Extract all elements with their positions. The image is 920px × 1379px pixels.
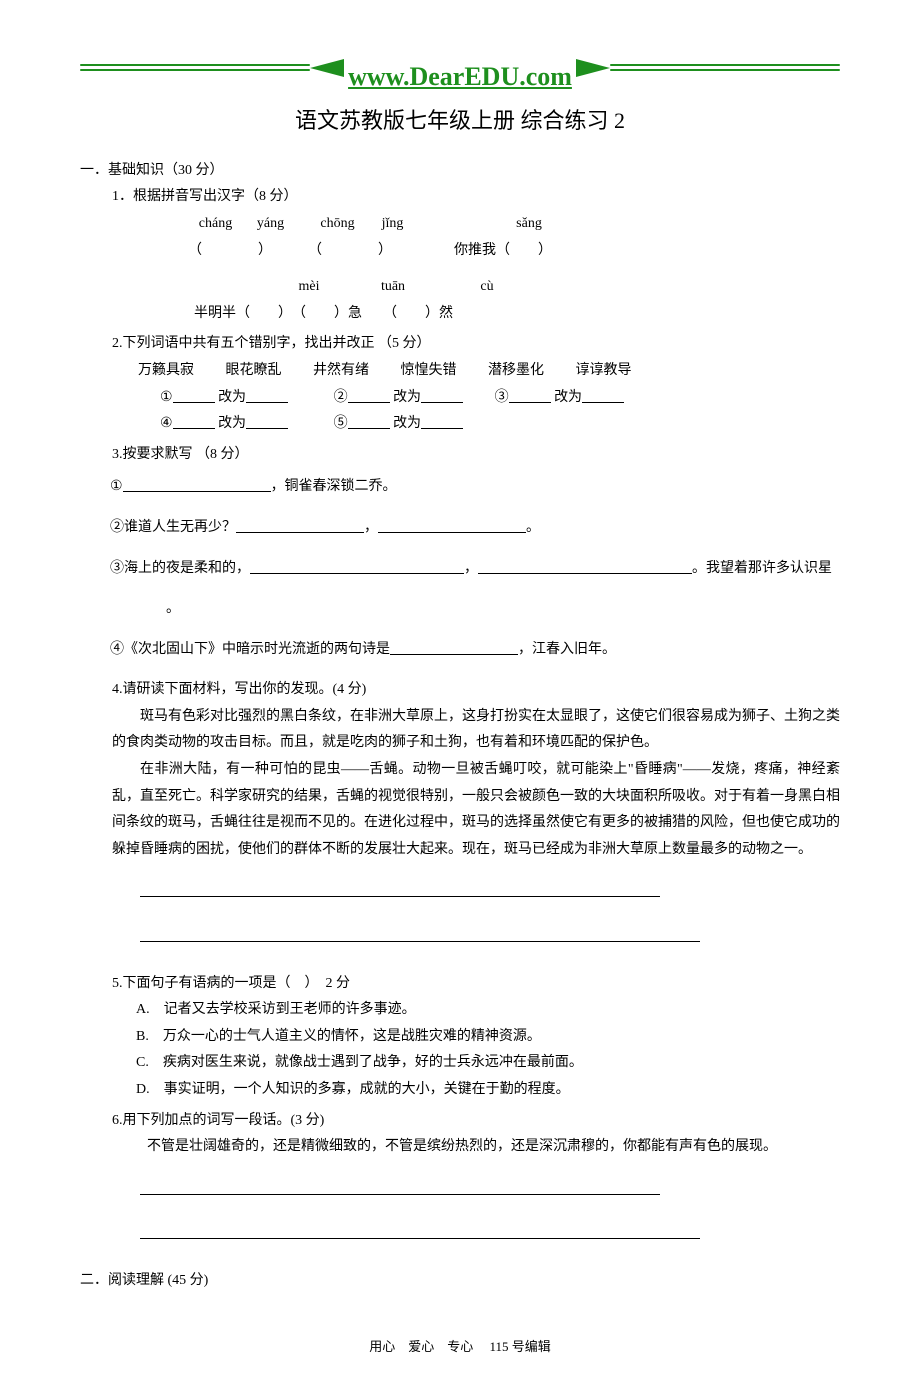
pinyin-chong: chōng [310, 211, 365, 238]
pinyin-sang: sǎng [504, 211, 554, 238]
blank [582, 387, 624, 403]
change-to: 改为 [390, 390, 422, 405]
blank [378, 517, 526, 533]
blank [173, 387, 215, 403]
corr-num-5: ⑤ [334, 416, 348, 431]
q3-1-prefix: ① [110, 479, 123, 494]
blank [509, 387, 551, 403]
question-1-label: 1．根据拼音写出汉字（8 分） [112, 184, 840, 211]
q3-4-suffix: ，江春入旧年。 [518, 642, 616, 657]
question-3-label: 3.按要求默写 （8 分） [112, 442, 840, 469]
q1-blank-2: （ ） [308, 238, 440, 265]
q4-paragraph-2: 在非洲大陆，有一种可怕的昆虫——舌蝇。动物一旦被舌蝇叮咬，就可能染上"昏睡病"—… [112, 757, 840, 863]
q3-3-prefix: ③海上的夜是柔和的， [110, 561, 250, 576]
q3-2-prefix: ②谁道人生无再少？ [110, 520, 236, 535]
section2-label: 二．阅读理解 (45 分) [80, 1268, 840, 1295]
q5-option-d: D. 事实证明，一个人知识的多寡，成就的大小，关键在于勤的程度。 [136, 1077, 840, 1104]
question-4-label: 4.请研读下面材料，写出你的发现。(4 分) [112, 677, 840, 704]
q4-paragraph-1: 斑马有色彩对比强烈的黑白条纹，在非洲大草原上，这身打扮实在太显眼了，这使它们很容… [112, 704, 840, 757]
blank [478, 558, 692, 574]
blank [421, 413, 463, 429]
corr-num-1: ① [160, 390, 173, 405]
q3-item-3-cont: 。 [166, 596, 840, 623]
q5-option-a: A. 记者又去学校采访到王老师的许多事迹。 [136, 997, 840, 1024]
pinyin-yang: yáng [243, 211, 298, 238]
blank [246, 413, 288, 429]
banner-url: www.DearEDU.com [80, 52, 840, 101]
change-to: 改为 [215, 390, 247, 405]
blank [348, 387, 390, 403]
q3-3-comma: ， [464, 561, 478, 576]
q2-corrections-line2: ④ 改为 ⑤ 改为 [160, 411, 840, 438]
blank [390, 639, 518, 655]
question-5-label: 5.下面句子有语病的一项是（ ） 2 分 [112, 971, 840, 998]
q5-options: A. 记者又去学校采访到王老师的许多事迹。 B. 万众一心的士气人道主义的情怀，… [136, 997, 840, 1103]
q3-1-suffix: ，铜雀春深锁二乔。 [271, 479, 397, 494]
answer-line [140, 926, 700, 942]
corr-num-2: ② [334, 390, 348, 405]
q1-line2: 半明半（ ） （ ）急 （ ）然 [194, 301, 453, 328]
blank [421, 387, 463, 403]
question-2-label: 2.下列词语中共有五个错别字，找出并改正 （5 分） [112, 331, 840, 358]
section1-label: 一．基础知识（30 分） [80, 158, 840, 185]
q3-item-1: ① ，铜雀春深锁二乔。 [110, 474, 840, 501]
change-to: 改为 [390, 416, 422, 431]
q6-text: 不管是壮阔雄奇的，还是精微细致的，不管是缤纷热烈的，还是深沉肃穆的，你都能有声有… [112, 1134, 840, 1161]
q4-answer-lines [140, 881, 840, 952]
q2-corrections-line1: ① 改为 ② 改为 ③ 改为 [160, 385, 840, 412]
q3-item-2: ②谁道人生无再少？ ， 。 [110, 515, 840, 542]
q3-4-prefix: ④《次北固山下》中暗示时光流逝的两句诗是 [110, 642, 390, 657]
header-banner: www.DearEDU.com [80, 50, 840, 86]
q3-2-end: 。 [526, 520, 540, 535]
q5-option-b: B. 万众一心的士气人道主义的情怀，这是战胜灾难的精神资源。 [136, 1024, 840, 1051]
corr-num-3: ③ [495, 390, 509, 405]
page-footer: 用心 爱心 专心 115 号编辑 [80, 1335, 840, 1360]
blank [246, 387, 288, 403]
banner-line-right [610, 64, 840, 72]
q3-3-suffix: 。我望着那许多认识星 [692, 561, 832, 576]
answer-line [140, 881, 660, 897]
page-title: 语文苏教版七年级上册 综合练习 2 [80, 100, 840, 142]
q3-item-3: ③海上的夜是柔和的， ， 。我望着那许多认识星 [110, 556, 840, 583]
blank [348, 413, 390, 429]
q6-answer-lines [140, 1179, 840, 1250]
blank [236, 517, 364, 533]
answer-line [140, 1223, 700, 1239]
corr-num-4: ④ [160, 416, 173, 431]
pinyin-cu: cù [462, 274, 512, 301]
pinyin-tuan: tuān [368, 274, 418, 301]
question-6-label: 6.用下列加点的词写一段话。(3 分) [112, 1108, 840, 1135]
pinyin-jing: jǐng [365, 211, 420, 238]
q2-idioms: 万籁具寂 眼花瞭乱 井然有绪 惊惶失错 潜移墨化 谆谆教导 [138, 358, 840, 385]
blank [123, 476, 271, 492]
q1-blank-1: （ ） [188, 238, 308, 265]
q1-blank-3: 你推我（ ） [440, 238, 620, 265]
blank [173, 413, 215, 429]
q1-pinyin-block: cháng yáng chōng jǐng sǎng （ ） （ ） 你推我（ … [188, 211, 840, 327]
answer-line [140, 1179, 660, 1195]
pinyin-mei: mèi [284, 274, 334, 301]
q3-item-4: ④《次北固山下》中暗示时光流逝的两句诗是 ，江春入旧年。 [110, 637, 840, 664]
arrow-right-icon [310, 59, 344, 77]
q3-2-comma: ， [364, 520, 378, 535]
pinyin-chang: cháng [188, 211, 243, 238]
change-to: 改为 [215, 416, 247, 431]
q5-option-c: C. 疾病对医生来说，就像战士遇到了战争，好的士兵永远冲在最前面。 [136, 1050, 840, 1077]
change-to: 改为 [551, 390, 583, 405]
blank [250, 558, 464, 574]
